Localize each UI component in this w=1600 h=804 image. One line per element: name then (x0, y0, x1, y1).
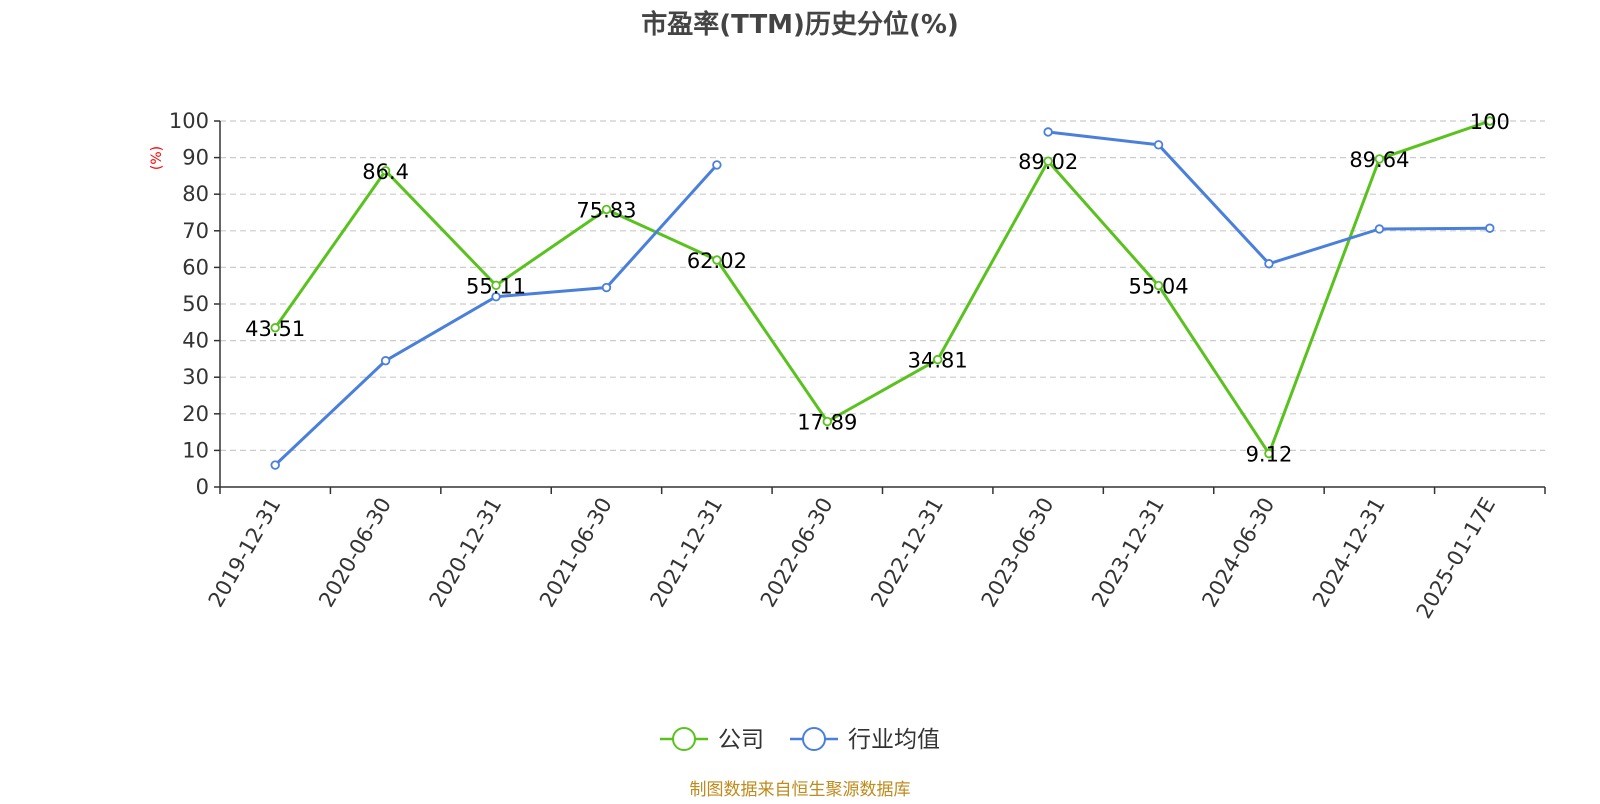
data-label: 17.89 (797, 411, 857, 435)
y-tick-label: 30 (182, 365, 209, 389)
data-label: 55.04 (1128, 275, 1188, 299)
data-point[interactable] (1264, 259, 1274, 269)
data-label: 34.81 (908, 349, 968, 373)
data-label: 75.83 (576, 198, 636, 222)
data-point[interactable] (822, 416, 832, 427)
data-point[interactable] (1153, 280, 1164, 291)
x-tick-label: 2022-06-30 (756, 494, 838, 612)
data-point[interactable] (1374, 224, 1385, 234)
data-label: 89.64 (1349, 148, 1409, 172)
x-tick-label: 2020-06-30 (314, 494, 396, 612)
legend[interactable]: 公司 行业均值 (660, 727, 940, 753)
data-label: 9.12 (1246, 443, 1293, 467)
x-tick-label: 2019-12-31 (204, 494, 286, 612)
y-axis-label: (%) (149, 146, 165, 170)
data-point[interactable] (270, 460, 280, 470)
legend-marker-icon (672, 727, 696, 751)
data-point[interactable] (1043, 156, 1053, 166)
x-tick-label: 2021-12-31 (645, 494, 727, 612)
data-point[interactable] (1374, 154, 1385, 164)
data-point[interactable] (1485, 223, 1495, 233)
series-lines (270, 116, 1495, 470)
x-tick-label: 2020-12-31 (425, 494, 507, 612)
data-point[interactable] (380, 356, 391, 366)
y-tick-label: 70 (182, 219, 209, 243)
x-tick-label: 2021-06-30 (535, 494, 617, 612)
x-tick-label: 2024-06-30 (1197, 494, 1279, 612)
data-label: 55.11 (466, 274, 526, 298)
data-label: 43.51 (245, 317, 305, 341)
data-point[interactable] (712, 255, 722, 265)
series-line-industry-average (274, 130, 1490, 467)
data-point[interactable] (270, 323, 280, 333)
y-tick-label: 100 (169, 109, 209, 133)
data-point[interactable] (1264, 448, 1274, 459)
data-point[interactable] (601, 282, 612, 293)
legend-item-company[interactable]: 公司 (660, 727, 764, 753)
data-point[interactable] (1043, 127, 1053, 137)
y-tick-label: 80 (182, 182, 209, 206)
y-tick-label: 0 (196, 475, 209, 499)
y-tick-label: 40 (182, 329, 209, 353)
data-labels: 43.51 86.4 55.11 75.83 62.02 17.89 34.81 89.02 5… (245, 110, 1510, 467)
x-tick-label: 2023-06-30 (977, 494, 1059, 612)
source-note: 制图数据来自恒生聚源数据库 (690, 780, 911, 800)
x-tick-label: 2024-12-31 (1308, 494, 1390, 612)
y-tick-label: 50 (182, 292, 209, 316)
data-point[interactable] (491, 280, 501, 290)
legend-label: 行业均值 (848, 727, 940, 753)
x-tick-label: 2023-12-31 (1087, 494, 1169, 612)
data-label: 89.02 (1018, 150, 1078, 174)
chart-title: 市盈率(TTM)历史分位(%) (641, 9, 959, 40)
data-point[interactable] (491, 291, 501, 302)
y-tick-label: 60 (182, 255, 209, 279)
series-line-company (273, 119, 1491, 456)
legend-label: 公司 (718, 727, 764, 753)
x-tick-label: 2025-01-17E (1412, 494, 1500, 623)
data-point[interactable] (380, 166, 391, 176)
data-point[interactable] (1485, 116, 1495, 126)
data-point[interactable] (712, 160, 722, 170)
data-label: 100 (1470, 110, 1510, 134)
y-tick-label: 10 (182, 438, 209, 462)
data-point[interactable] (1153, 140, 1164, 150)
data-label: 86.4 (362, 160, 409, 184)
grid-lines (220, 120, 1545, 451)
y-tick-label: 20 (182, 402, 209, 426)
data-point[interactable] (933, 354, 943, 365)
data-label: 62.02 (687, 249, 747, 273)
legend-item-industry-average[interactable]: 行业均值 (790, 727, 940, 753)
x-tick-label: 2022-12-31 (866, 494, 948, 612)
data-point[interactable] (601, 204, 612, 215)
legend-marker-icon (802, 727, 826, 751)
y-tick-label: 90 (182, 146, 209, 170)
